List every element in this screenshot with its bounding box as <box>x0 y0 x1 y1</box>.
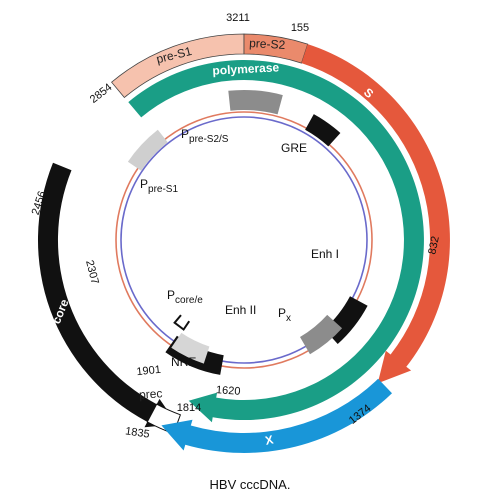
x-label: X <box>264 432 275 447</box>
polymerase-label: polymerase <box>212 60 280 77</box>
position-1835: 1835 <box>124 425 150 440</box>
position-2307: 2307 <box>83 259 101 286</box>
promoter-core-block <box>171 332 210 364</box>
promoter-pre-s2-s-label: Ppre-S2/S <box>181 127 229 145</box>
position-832: 832 <box>426 235 442 255</box>
promoter-x-block <box>300 314 343 355</box>
gre-block <box>305 114 341 147</box>
x-gene-arrow <box>161 378 392 453</box>
position-155: 155 <box>291 22 309 34</box>
position-1814: 1814 <box>177 402 201 414</box>
position-1901: 1901 <box>136 364 162 378</box>
figure-caption: HBV cccDNA. <box>210 477 291 492</box>
promoter-pre-s1-label: Ppre-S1 <box>140 177 178 195</box>
precore-label: prec <box>139 386 163 402</box>
enhancer-2-label: Enh II <box>225 303 256 317</box>
inner-strand-red <box>115 111 373 369</box>
nre-bracket <box>173 314 191 331</box>
core-gene-arrow <box>37 162 177 428</box>
enhancer-1-label: Enh I <box>311 247 339 261</box>
position-2854: 2854 <box>88 81 115 106</box>
gre-label: GRE <box>281 141 307 155</box>
nre-label: NRE <box>171 355 196 369</box>
promoter-pre-s1-block <box>127 129 168 171</box>
promoter-x-label: Px <box>278 306 291 324</box>
pre-s2-label: pre-S2 <box>249 36 286 52</box>
position-3211: 3211 <box>226 12 250 24</box>
promoter-core-label: Pcore/e <box>167 288 203 306</box>
s-gene-arrow <box>301 44 450 384</box>
promoter-pre-s2-s-block <box>228 89 283 115</box>
inner-strand-blue <box>120 116 368 364</box>
polymerase-gene-arrow <box>128 60 424 423</box>
position-1620: 1620 <box>216 384 241 398</box>
